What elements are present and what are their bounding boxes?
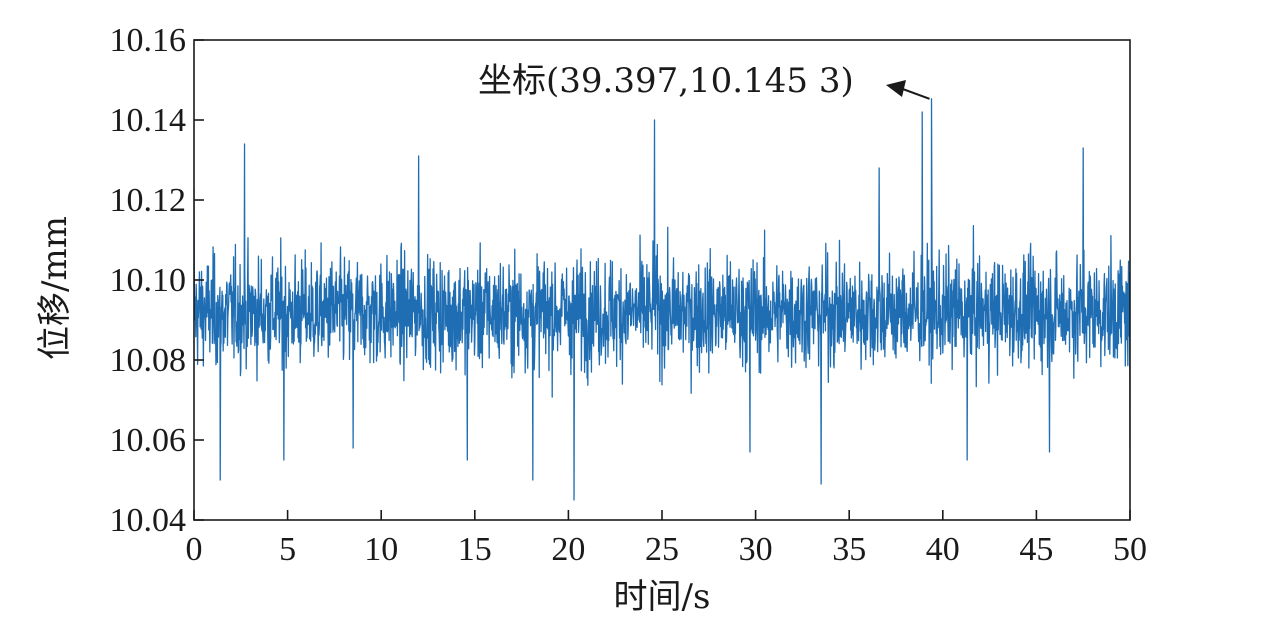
displacement-signal-line: [194, 98, 1130, 501]
y-axis-title: 位移/mm: [35, 216, 75, 360]
annotation-arrow: [886, 80, 930, 100]
x-tick-label: 50: [1113, 531, 1147, 568]
y-tick-label: 10.08: [110, 342, 187, 379]
y-tick-label: 10.12: [110, 182, 187, 219]
peak-annotation-label: 坐标(39.397,10.145 3): [478, 61, 854, 101]
x-axis-ticks: 0 5 10 15 20 25 30 35 40 45 50: [186, 510, 1147, 568]
x-axis-title: 时间/s: [614, 577, 711, 617]
x-tick-label: 5: [279, 531, 296, 568]
x-tick-label: 0: [186, 531, 203, 568]
annotation-arrow-line: [899, 87, 930, 100]
x-tick-label: 40: [926, 531, 960, 568]
x-tick-label: 45: [1019, 531, 1053, 568]
x-tick-label: 15: [458, 531, 492, 568]
x-tick-label: 25: [645, 531, 679, 568]
y-tick-label: 10.16: [110, 22, 187, 59]
y-tick-label: 10.06: [110, 422, 187, 459]
y-axis-ticks: 10.04 10.06 10.08 10.10 10.12 10.14 10.16: [110, 22, 204, 539]
y-tick-label: 10.04: [110, 502, 187, 539]
y-tick-label: 10.14: [110, 102, 187, 139]
x-tick-label: 30: [739, 531, 773, 568]
signal-series: [194, 98, 1130, 501]
plot-frame: [193, 39, 1131, 521]
x-tick-label: 10: [364, 531, 398, 568]
y-tick-label: 10.10: [110, 262, 187, 299]
annotation-arrow-head: [886, 80, 906, 97]
x-tick-label: 35: [832, 531, 866, 568]
x-tick-label: 20: [551, 531, 585, 568]
